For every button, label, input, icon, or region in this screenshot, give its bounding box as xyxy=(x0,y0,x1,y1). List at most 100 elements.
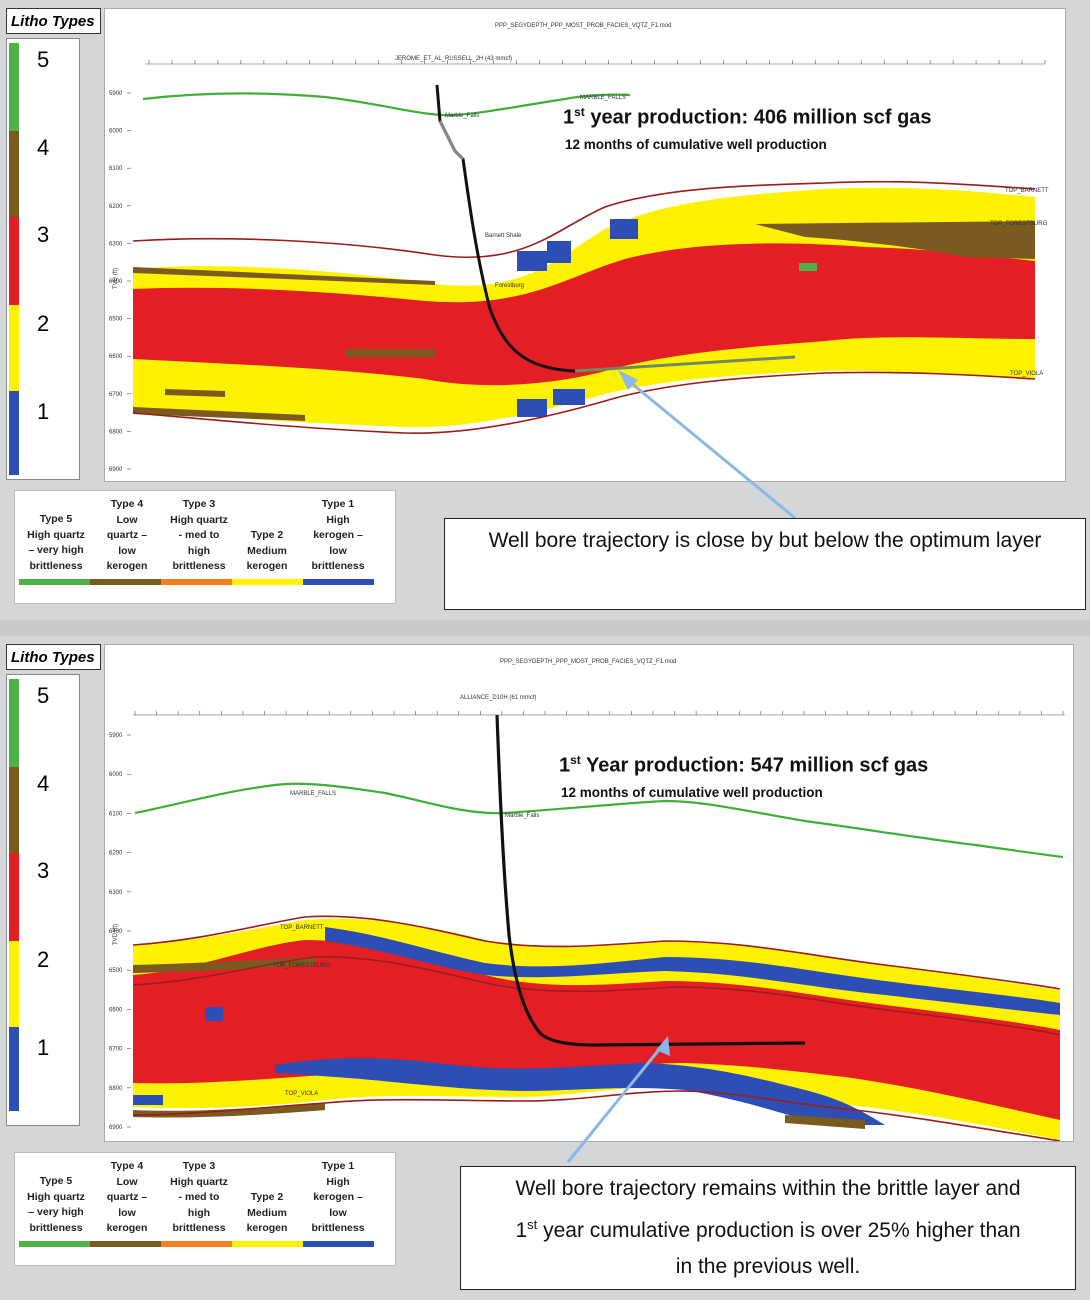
well-bore-callout: Well bore trajectory remains within the … xyxy=(460,1166,1076,1290)
facies-type3-fill xyxy=(133,940,1060,1120)
depth-axis: 5900 6000 6100 6200 6300 6400 6500 6600 6700 6800… xyxy=(109,91,131,473)
model-file-title: PPP_SEGYDEPTH_PPP_MOST_PROB_FACIES_VQTZ_… xyxy=(495,23,672,29)
well-trajectory xyxy=(435,84,576,373)
facies-type5-patch xyxy=(799,263,817,271)
cross-section-plot: PPP_SEGYDEPTH_PPP_MOST_PROB_FACIES_VQTZ_… xyxy=(104,8,1066,482)
depth-tick-label: 5900 xyxy=(109,733,123,739)
legend-entry: Type 4 Low quartz – low kerogen xyxy=(106,498,148,572)
callout-line-3: in the previous well. xyxy=(675,1255,861,1278)
depth-axis-label: TVD (ft) xyxy=(113,924,119,945)
marble-falls-label: Marble_Falls xyxy=(505,813,539,819)
legend-entry: Type 2 Medium kerogen xyxy=(246,529,288,572)
facies-type4-band xyxy=(133,267,435,285)
depth-tick-label: 6900 xyxy=(109,1125,123,1131)
litho-legend: Type 5 High quartz – very high brittleness T… xyxy=(14,1152,396,1266)
legend-color-bar xyxy=(19,579,90,585)
legend-entry: Type 5 High quartz – very high brittleness xyxy=(27,1175,85,1234)
production-subtitle: 12 months of cumulative well production xyxy=(561,785,823,800)
depth-tick-label: 6900 xyxy=(109,467,123,473)
depth-tick-label: 6800 xyxy=(109,429,123,435)
facies-type1-patch xyxy=(547,241,571,263)
marble-falls-label: MARBLE_FALLS xyxy=(290,791,336,797)
scale-band-5 xyxy=(9,679,19,767)
depth-tick-label: 6600 xyxy=(109,354,123,360)
well-bore-callout: Well bore trajectory is close by but bel… xyxy=(444,518,1086,610)
cross-section-svg: 5900 6000 6100 6200 6300 6400 6500 6600 6700 6800… xyxy=(109,711,1065,1141)
production-headline: 1st Year production: 547 million scf gas xyxy=(559,753,929,777)
legend-entry: Type 1 High kerogen – low brittleness xyxy=(311,498,365,572)
facies-type1-patch xyxy=(133,1095,163,1105)
marble-falls-label: Marble_Falls xyxy=(445,113,479,119)
depth-tick-label: 6500 xyxy=(109,317,123,323)
top-forestburg-label: TOP_FORESTBURG xyxy=(273,963,331,969)
legend-color-bar xyxy=(161,1241,232,1247)
facies-type4-band xyxy=(345,349,435,357)
facies-type1-band xyxy=(275,1058,885,1125)
scale-label: 2 xyxy=(37,947,50,972)
depth-tick-label: 6700 xyxy=(109,1047,123,1053)
legend-entry: Type 4 Low quartz – low kerogen xyxy=(106,1160,148,1234)
marble-falls-horizon xyxy=(134,782,1064,859)
legend-color-bar xyxy=(303,1241,374,1247)
legend-color-bar xyxy=(90,1241,161,1247)
facies-type1-patch xyxy=(517,399,547,417)
top-forestburg-label: TOP_FORESTBURG xyxy=(990,221,1048,227)
bottom-panel: Litho Types 5 4 3 2 1 PPP_SEGYDEPTH_PPP_… xyxy=(0,636,1090,1300)
well-name: ALLIANCE_D10H (61 mmcf) xyxy=(460,695,537,701)
scale-band-5 xyxy=(9,43,19,131)
scale-label: 4 xyxy=(37,771,50,796)
marble-falls-label: MARBLE_FALLS xyxy=(580,95,626,101)
facies-type1-patch xyxy=(517,251,547,271)
facies-body xyxy=(133,187,1035,428)
scale-label: 1 xyxy=(37,399,50,424)
scale-band-1 xyxy=(9,1027,19,1111)
legend-entry: Type 3 High quartz - med to high brittleness xyxy=(170,1160,228,1234)
facies-type1-band xyxy=(325,927,1060,1015)
litho-types-title: Litho Types xyxy=(6,8,101,34)
litho-types-title: Litho Types xyxy=(6,644,101,670)
scale-band-2 xyxy=(9,941,19,1027)
litho-color-scale: 5 4 3 2 1 xyxy=(6,674,80,1126)
forestburg-label: Forestburg xyxy=(495,283,524,289)
top-panel: Litho Types 5 4 3 2 1 PPP_SEGYDEPTH_PPP_… xyxy=(0,0,1090,620)
depth-tick-label: 6400 xyxy=(109,929,123,935)
facies-type4-band xyxy=(165,389,225,397)
production-subtitle: 12 months of cumulative well production xyxy=(565,137,827,152)
production-headline: 1st year production: 406 million scf gas xyxy=(563,105,932,129)
litho-legend: Type 5 High quartz – very high brittleness T… xyxy=(14,490,396,604)
well-trajectory-upper xyxy=(438,120,465,161)
legend-color-bar xyxy=(232,1241,303,1247)
panel-separator xyxy=(0,620,1090,636)
callout-line-1: Well bore trajectory remains within the … xyxy=(515,1177,1021,1200)
trace-ticks xyxy=(134,711,1064,715)
formation-lines xyxy=(132,180,1036,434)
depth-tick-label: 6200 xyxy=(109,851,123,857)
scale-band-4 xyxy=(9,767,19,853)
scale-band-2 xyxy=(9,305,19,391)
depth-tick-label: 6100 xyxy=(109,811,123,817)
depth-tick-label: 6600 xyxy=(109,1007,123,1013)
well-lateral xyxy=(574,355,796,373)
facies-type1-patch xyxy=(610,219,638,239)
top-viola-label: TOP_VIOLA xyxy=(1010,371,1043,377)
trace-ticks xyxy=(148,60,1046,64)
depth-tick-label: 6500 xyxy=(109,968,123,974)
callout-line-2: 1st year cumulative production is over 2… xyxy=(515,1217,1021,1242)
barnett-label: Barnett Shale xyxy=(485,233,522,239)
facies-type4-band xyxy=(133,407,305,421)
legend-color-bar xyxy=(161,579,232,585)
depth-tick-label: 6000 xyxy=(109,772,123,778)
scale-label: 5 xyxy=(37,683,50,708)
depth-tick-label: 6400 xyxy=(109,279,123,285)
legend-color-bar xyxy=(19,1241,90,1247)
scale-band-3 xyxy=(9,217,19,305)
top-barnett-label: TOP_BARNETT xyxy=(1005,188,1049,194)
scale-label: 3 xyxy=(37,222,50,247)
depth-axis: 5900 6000 6100 6200 6300 6400 6500 6600 6700 6800… xyxy=(109,733,131,1131)
well-name: JEROME_ET_AL_RUSSELL_2H (43 mmcf) xyxy=(395,56,513,62)
legend-color-bar xyxy=(303,579,374,585)
cross-section-plot: PPP_SEGYDEPTH_PPP_MOST_PROB_FACIES_VQTZ_… xyxy=(104,644,1074,1142)
scale-label: 3 xyxy=(37,858,50,883)
model-file-title: PPP_SEGYDEPTH_PPP_MOST_PROB_FACIES_VQTZ_… xyxy=(500,659,677,665)
top-barnett-label: TOP_BARNETT xyxy=(280,925,324,931)
